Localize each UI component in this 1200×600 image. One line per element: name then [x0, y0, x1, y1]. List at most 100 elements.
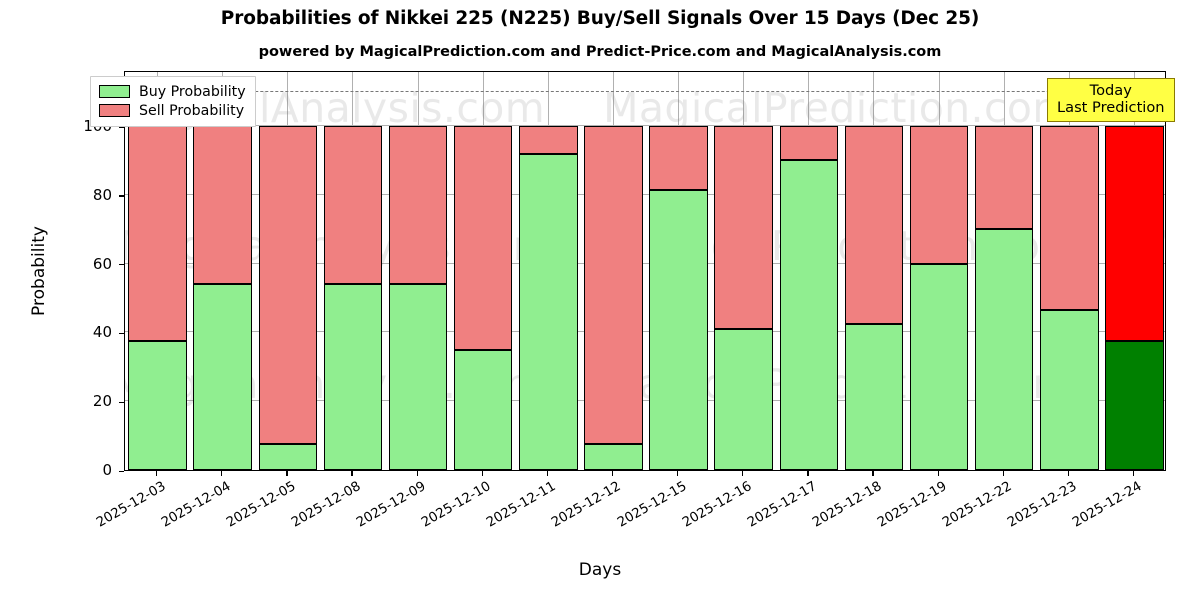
- bar-segment-buy[interactable]: [909, 263, 969, 470]
- bar-segment-sell[interactable]: [519, 126, 578, 154]
- bar-segment-sell[interactable]: [584, 126, 643, 445]
- y-tick-label: 40: [92, 323, 112, 342]
- bar-group[interactable]: [323, 126, 383, 470]
- bar-segment-buy[interactable]: [388, 284, 448, 470]
- bar-group[interactable]: [974, 126, 1034, 470]
- bar-group[interactable]: [453, 126, 513, 470]
- x-tick-mark: [1132, 471, 1135, 476]
- x-tick-mark: [286, 471, 288, 476]
- bar-group[interactable]: [909, 126, 969, 470]
- gridline-horizontal: [125, 331, 1165, 333]
- x-tick-label: 2025-12-12: [549, 479, 624, 531]
- y-tick-mark: [119, 401, 124, 403]
- x-tick-label: 2025-12-24: [1070, 479, 1145, 531]
- bar-segment-buy[interactable]: [193, 284, 252, 470]
- gridline-horizontal: [125, 262, 1165, 264]
- bar-group[interactable]: [844, 126, 904, 470]
- x-tick-label: 2025-12-19: [875, 479, 950, 531]
- x-tick-mark: [807, 471, 809, 476]
- y-tick-label: 0: [102, 461, 112, 479]
- bar-segment-sell[interactable]: [1040, 126, 1099, 311]
- x-tick-mark: [546, 471, 549, 476]
- bar-group[interactable]: [1040, 126, 1099, 470]
- bar-segment-sell[interactable]: [649, 126, 708, 190]
- legend-label-sell: Sell Probability: [139, 102, 245, 119]
- plot-area: MagicalAnalysis.com MagicalPrediction.com…: [124, 71, 1166, 471]
- bar-segment-sell[interactable]: [388, 126, 448, 285]
- bar-group[interactable]: [714, 126, 773, 470]
- bar-group[interactable]: [388, 126, 448, 470]
- bar-group[interactable]: [779, 126, 839, 470]
- y-tick-label: 20: [92, 392, 112, 411]
- bar-segment-buy[interactable]: [714, 328, 773, 470]
- bar-segment-buy[interactable]: [519, 153, 578, 470]
- legend-swatch-sell-icon: [99, 104, 130, 117]
- x-tick-label: 2025-12-11: [484, 479, 559, 531]
- bar-segment-buy[interactable]: [974, 229, 1034, 470]
- bar-segment-sell[interactable]: [779, 126, 839, 161]
- bar-segment-buy[interactable]: [323, 284, 383, 470]
- bar-group[interactable]: [258, 126, 318, 470]
- x-tick-mark: [611, 471, 614, 476]
- bar-group[interactable]: [584, 126, 643, 470]
- legend-item-sell: Sell Probability: [99, 101, 246, 120]
- bar-group[interactable]: [649, 126, 708, 470]
- bar-segment-sell[interactable]: [844, 126, 904, 324]
- bar-segment-sell[interactable]: [258, 126, 318, 445]
- bar-segment-sell[interactable]: [714, 126, 773, 329]
- bar-segment-buy[interactable]: [1040, 310, 1099, 470]
- legend-label-buy: Buy Probability: [139, 83, 246, 100]
- bar-group[interactable]: [193, 126, 252, 470]
- bar-segment-buy[interactable]: [844, 323, 904, 470]
- bar-segment-buy[interactable]: [258, 444, 318, 470]
- y-axis-label-wrap: Probability: [22, 71, 62, 471]
- today-annotation-line2: Last Prediction: [1057, 99, 1165, 117]
- y-tick-mark: [119, 126, 124, 128]
- x-tick-label: 2025-12-03: [93, 479, 169, 531]
- bar-segment-sell[interactable]: [193, 126, 252, 285]
- x-tick-label: 2025-12-08: [289, 479, 364, 531]
- x-tick-label: 2025-12-09: [354, 479, 429, 531]
- bar-segment-buy[interactable]: [584, 444, 643, 470]
- x-tick-mark: [872, 471, 874, 476]
- bar-segment-sell[interactable]: [453, 126, 513, 350]
- gridline-horizontal: [125, 125, 1165, 126]
- y-tick-mark: [119, 332, 124, 335]
- x-tick-label: 2025-12-23: [1005, 479, 1080, 531]
- bar-segment-sell[interactable]: [974, 126, 1034, 230]
- x-tick-mark: [156, 471, 158, 476]
- today-annotation-line1: Today: [1089, 82, 1132, 99]
- chart-subtitle: powered by MagicalPrediction.com and Pre…: [258, 44, 942, 60]
- bar-segment-sell[interactable]: [128, 126, 187, 341]
- y-axis-label: Probability: [28, 226, 49, 316]
- bar-segment-buy[interactable]: [453, 349, 513, 470]
- x-tick-label: 2025-12-22: [940, 479, 1015, 531]
- gridline-horizontal: [125, 193, 1165, 195]
- y-tick-mark: [119, 264, 124, 266]
- bar-segment-sell[interactable]: [323, 126, 383, 285]
- x-tick-mark: [351, 471, 353, 476]
- legend-swatch-buy-icon: [99, 85, 130, 98]
- chart-legend: Buy Probability Sell Probability: [90, 76, 256, 127]
- bar-segment-buy-today[interactable]: [1105, 341, 1164, 470]
- bar-group[interactable]: [128, 126, 187, 470]
- x-axis-label: Days: [578, 560, 622, 580]
- bar-segment-buy[interactable]: [128, 341, 187, 470]
- bar-group[interactable]: [519, 126, 578, 470]
- x-tick-label: 2025-12-05: [223, 479, 299, 531]
- bar-segment-sell[interactable]: [909, 126, 969, 264]
- x-tick-label: 2025-12-17: [744, 479, 820, 531]
- bar-segment-buy[interactable]: [779, 160, 839, 470]
- y-tick-mark: [119, 195, 124, 197]
- bar-segment-buy[interactable]: [649, 189, 708, 470]
- x-tick-mark: [221, 471, 223, 476]
- bar-group[interactable]: [1105, 126, 1164, 470]
- bars-layer: [125, 72, 1165, 470]
- x-tick-mark: [481, 471, 483, 476]
- gridline-horizontal: [125, 400, 1165, 402]
- bar-segment-sell-today[interactable]: [1105, 126, 1164, 341]
- x-tick-mark: [677, 471, 679, 476]
- legend-item-buy: Buy Probability: [99, 82, 246, 101]
- x-tick-mark: [937, 471, 939, 476]
